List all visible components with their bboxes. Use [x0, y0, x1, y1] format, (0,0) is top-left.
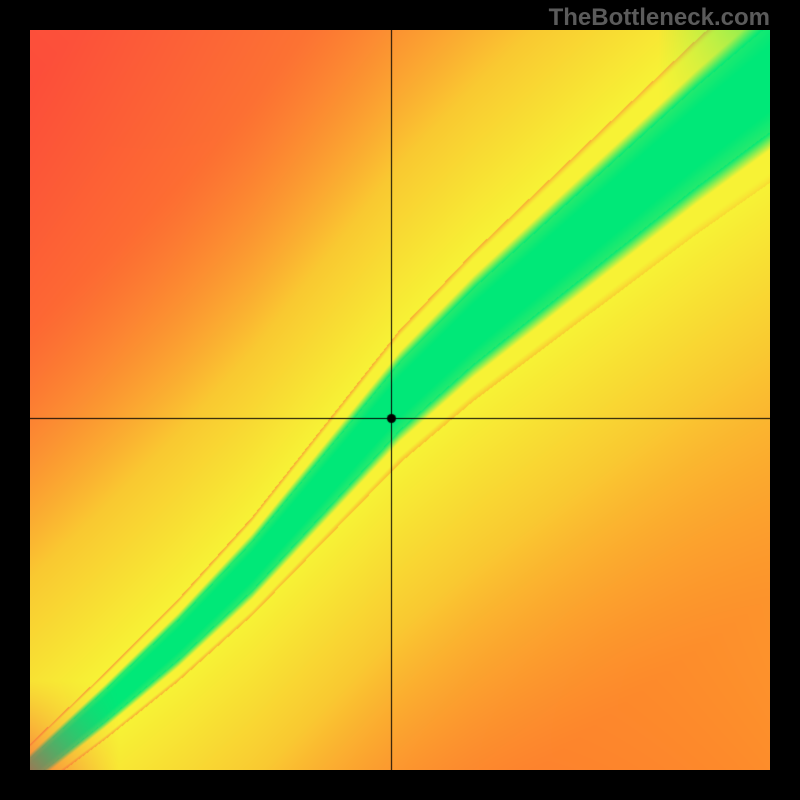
- bottleneck-heatmap: [30, 30, 770, 770]
- chart-container: TheBottleneck.com: [0, 0, 800, 800]
- watermark-text: TheBottleneck.com: [549, 4, 770, 32]
